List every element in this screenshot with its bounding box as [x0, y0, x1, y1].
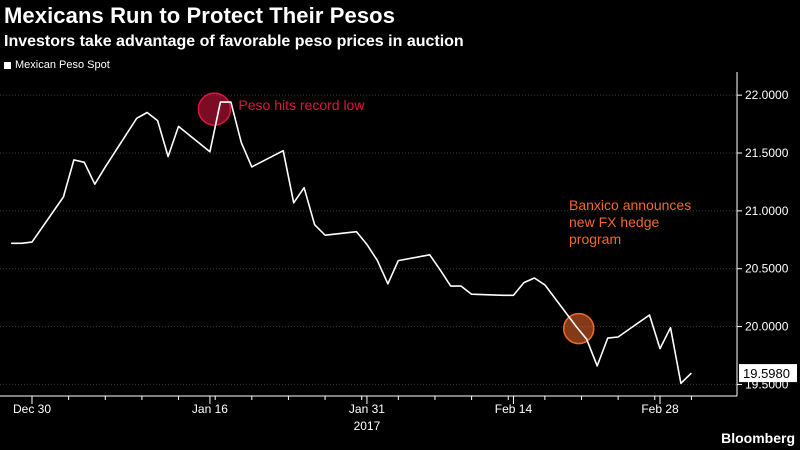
data-point	[62, 196, 64, 198]
data-point	[209, 151, 211, 153]
data-point	[387, 283, 389, 285]
data-point	[292, 202, 294, 204]
data-point	[240, 141, 242, 143]
data-point	[617, 336, 619, 338]
banxico-annotation-line: new FX hedge	[569, 214, 659, 230]
data-point	[586, 338, 588, 340]
x-tick-label: Feb 28	[641, 402, 679, 416]
x-tick-label: Dec 30	[13, 402, 51, 416]
bloomberg-logo: Bloomberg	[721, 430, 795, 446]
y-tick-label: 20.0000	[745, 320, 789, 334]
data-point	[523, 281, 525, 283]
data-point	[73, 159, 75, 161]
data-point	[596, 365, 598, 367]
data-point	[512, 294, 514, 296]
x-tick-label: Feb 14	[495, 402, 533, 416]
data-point	[219, 101, 221, 103]
data-point	[230, 101, 232, 103]
data-point	[449, 285, 451, 287]
series-line	[11, 101, 692, 385]
data-point	[533, 277, 535, 279]
data-point	[146, 111, 148, 113]
data-point	[10, 242, 12, 244]
x-year-label: 2017	[354, 419, 381, 433]
data-point	[470, 293, 472, 295]
banxico-annotation-line: Banxico announces	[569, 197, 691, 213]
chart-subtitle: Investors take advantage of favorable pe…	[4, 33, 464, 50]
data-point	[669, 327, 671, 329]
data-point	[397, 259, 399, 261]
data-point	[31, 241, 33, 243]
data-point	[156, 119, 158, 121]
data-point	[355, 230, 357, 232]
x-tick-label: Jan 16	[192, 402, 228, 416]
data-point	[20, 242, 22, 244]
data-point	[544, 284, 546, 286]
last-value-box	[739, 364, 797, 383]
data-point	[575, 325, 577, 327]
banxico-annotation-line: program	[569, 231, 621, 247]
y-tick-label: 22.0000	[745, 88, 789, 102]
last-value-label: 19.5980	[743, 366, 790, 381]
record-low-marker	[197, 92, 232, 126]
data-point	[439, 269, 441, 271]
data-point	[167, 155, 169, 157]
legend-label: Mexican Peso Spot	[15, 59, 110, 71]
data-point	[282, 149, 284, 151]
data-point	[606, 337, 608, 339]
legend-swatch	[4, 61, 11, 69]
data-point	[251, 166, 253, 168]
data-point	[104, 166, 106, 168]
data-point	[324, 234, 326, 236]
data-point	[177, 125, 179, 127]
y-tick-label: 20.5000	[745, 262, 789, 276]
data-point	[460, 285, 462, 287]
data-point	[83, 161, 85, 163]
data-point	[429, 254, 431, 256]
data-point	[690, 372, 692, 374]
y-tick-label: 21.0000	[745, 204, 789, 218]
data-point	[648, 314, 650, 316]
data-point	[313, 224, 315, 226]
data-point	[303, 187, 305, 189]
record-low-annotation: Peso hits record low	[238, 97, 365, 113]
x-tick-label: Jan 31	[349, 402, 385, 416]
legend: Mexican Peso Spot	[4, 59, 110, 71]
data-point	[366, 243, 368, 245]
data-point	[376, 259, 378, 261]
data-point	[502, 294, 504, 296]
y-tick-label: 21.5000	[745, 146, 789, 160]
data-point	[135, 117, 137, 119]
chart-title: Mexicans Run to Protect Their Pesos	[4, 3, 396, 28]
data-point	[680, 382, 682, 384]
data-point	[659, 347, 661, 349]
data-point	[94, 183, 96, 185]
